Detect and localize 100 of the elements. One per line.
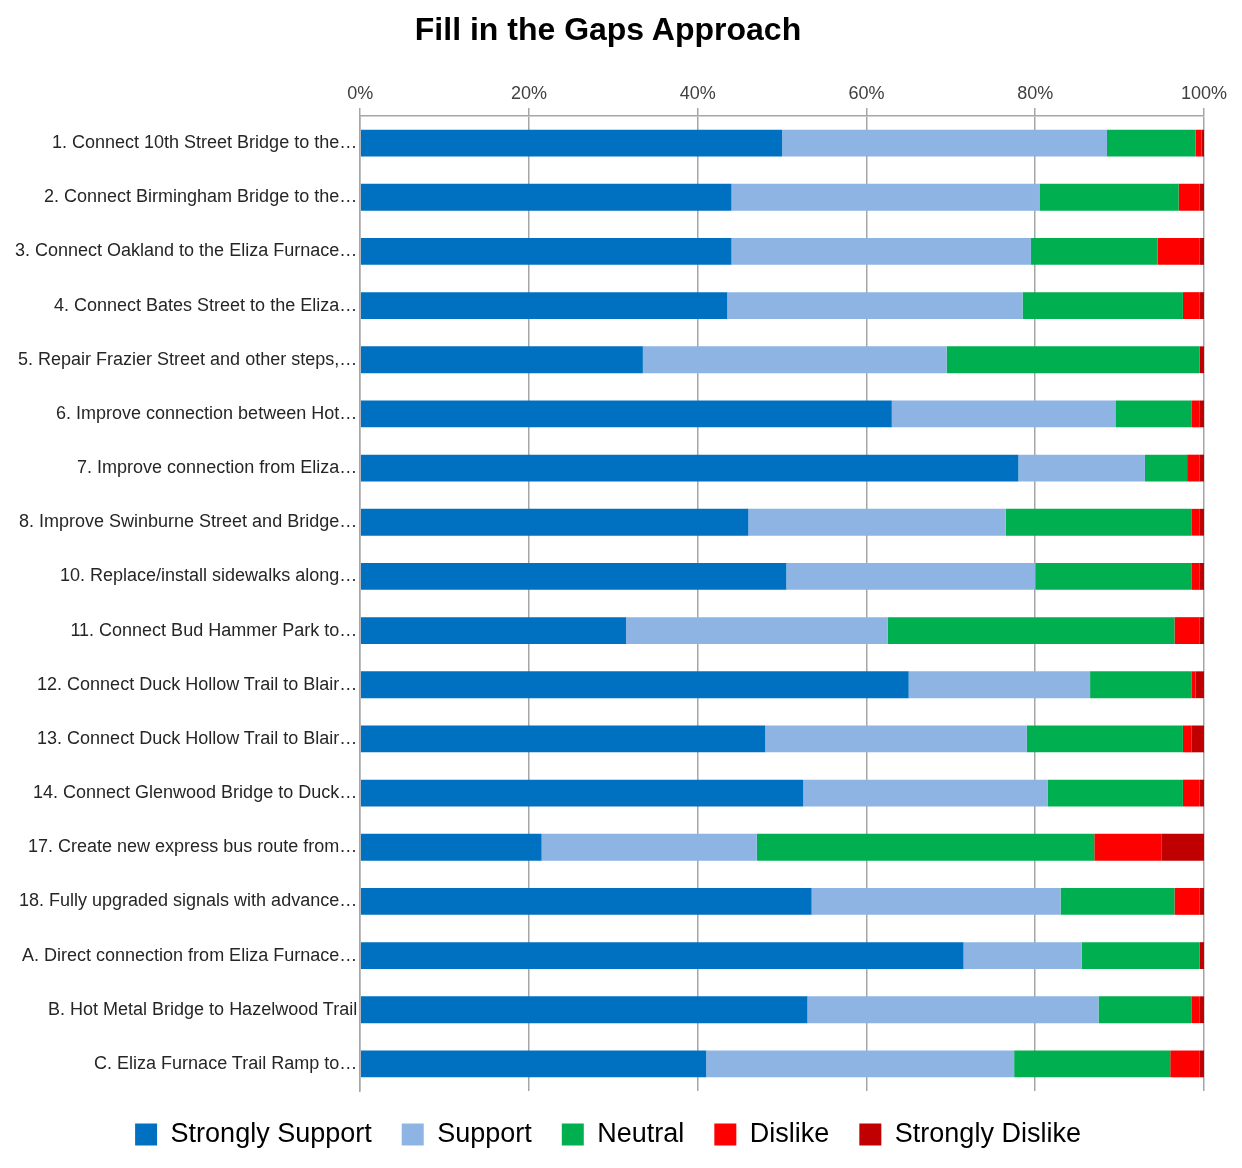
bar — [1115, 400, 1192, 428]
bar — [360, 346, 643, 374]
bar — [1199, 617, 1204, 644]
bar — [731, 238, 1032, 265]
bar — [1199, 779, 1204, 807]
bar — [1199, 400, 1204, 428]
bar — [1022, 292, 1183, 319]
bar — [1098, 996, 1192, 1024]
bar — [625, 617, 888, 644]
bar — [803, 779, 1048, 807]
legend-label: Neutral — [597, 1117, 685, 1148]
x-tick-label: 60% — [848, 83, 885, 104]
bar — [1199, 183, 1204, 211]
bar — [1199, 238, 1204, 265]
bar — [1195, 671, 1204, 699]
bar — [360, 1050, 707, 1078]
y-tick-label: 1. Connect 10th Street Bridge to the… — [52, 132, 358, 153]
y-tick-label: 18. Fully upgraded signals with advance… — [18, 890, 358, 911]
bar — [891, 400, 1116, 428]
bar — [908, 671, 1091, 699]
y-tick-label: 10. Replace/install sidewalks along… — [60, 565, 358, 586]
bar — [1182, 725, 1192, 753]
bar — [360, 563, 787, 590]
bar — [748, 508, 1006, 536]
y-tick-label: C. Eliza Furnace Trail Ramp to… — [94, 1052, 358, 1073]
bar — [1031, 238, 1158, 265]
bar — [360, 183, 732, 211]
bar — [731, 183, 1040, 211]
bar — [1199, 454, 1204, 482]
bar — [360, 725, 766, 753]
legend-label: Support — [437, 1117, 533, 1148]
bar — [1060, 888, 1175, 915]
bar — [1157, 238, 1200, 265]
bar — [1039, 183, 1179, 211]
bar — [360, 888, 812, 915]
bar — [1199, 346, 1204, 374]
bar — [1174, 617, 1200, 644]
y-tick-label: 2. Connect Birmingham Bridge to the… — [44, 186, 358, 207]
bar — [1144, 454, 1188, 482]
y-tick-label: 13. Connect Duck Hollow Trail to Blair… — [37, 727, 358, 748]
bar — [756, 833, 1095, 861]
x-tick-label: 40% — [679, 83, 716, 104]
bar — [1170, 1050, 1200, 1078]
y-tick-label: 14. Connect Glenwood Bridge to Duck… — [33, 782, 358, 803]
bar — [1199, 996, 1204, 1024]
y-tick-label: 8. Improve Swinburne Street and Bridge… — [19, 511, 358, 532]
y-tick-label: 11. Connect Bud Hammer Park to… — [70, 619, 358, 640]
bar — [1201, 129, 1204, 157]
y-tick-label: 5. Repair Frazier Street and other steps,… — [18, 348, 358, 369]
bar — [642, 346, 947, 374]
chart-title: Fill in the Gaps Approach — [414, 11, 802, 48]
bar — [1199, 292, 1204, 319]
bar — [1199, 508, 1204, 536]
y-tick-label: B. Hot Metal Bridge to Hazelwood Trail — [48, 998, 358, 1019]
bar — [360, 238, 732, 265]
bar — [1191, 671, 1196, 699]
legend-label: Strongly Dislike — [894, 1117, 1081, 1148]
bar — [360, 996, 808, 1024]
bar — [727, 292, 1023, 319]
bar — [786, 563, 1036, 590]
bar — [765, 725, 1027, 753]
bar — [360, 454, 1019, 482]
bar — [887, 617, 1175, 644]
bar — [811, 888, 1061, 915]
bar — [1005, 508, 1192, 536]
bar — [1199, 888, 1204, 915]
x-tick-label: 0% — [347, 83, 374, 104]
bar — [782, 129, 1107, 157]
bar — [1094, 833, 1162, 861]
bar — [1090, 671, 1192, 699]
bar — [1026, 725, 1183, 753]
y-tick-label: 6. Improve connection between Hot… — [56, 402, 358, 423]
y-tick-label: 17. Create new express bus route from… — [28, 836, 358, 857]
x-tick-label: 100% — [1180, 83, 1228, 104]
y-tick-label: 12. Connect Duck Hollow Trail to Blair… — [37, 673, 358, 694]
bar — [360, 671, 909, 699]
bar — [1161, 833, 1204, 861]
bar — [807, 996, 1099, 1024]
bar — [1106, 129, 1196, 157]
bar — [360, 942, 964, 969]
bar — [360, 617, 626, 644]
legend-label: Strongly Support — [170, 1117, 373, 1148]
y-tick-label: 3. Connect Oakland to the Eliza Furnace… — [15, 240, 358, 261]
bar — [1047, 779, 1183, 807]
bar — [360, 508, 749, 536]
bar — [1018, 454, 1145, 482]
bar — [1014, 1050, 1171, 1078]
bar — [1182, 292, 1200, 319]
bar — [541, 833, 757, 861]
y-tick-label: 7. Improve connection from Eliza… — [77, 457, 358, 478]
bar — [1199, 1050, 1204, 1078]
bar — [360, 779, 804, 807]
bar — [1187, 454, 1200, 482]
bar — [1174, 888, 1200, 915]
bar — [1081, 942, 1200, 969]
bar — [360, 400, 892, 428]
bar — [706, 1050, 1015, 1078]
bar — [1191, 996, 1200, 1024]
bar — [1199, 942, 1204, 969]
bar — [1199, 563, 1204, 590]
